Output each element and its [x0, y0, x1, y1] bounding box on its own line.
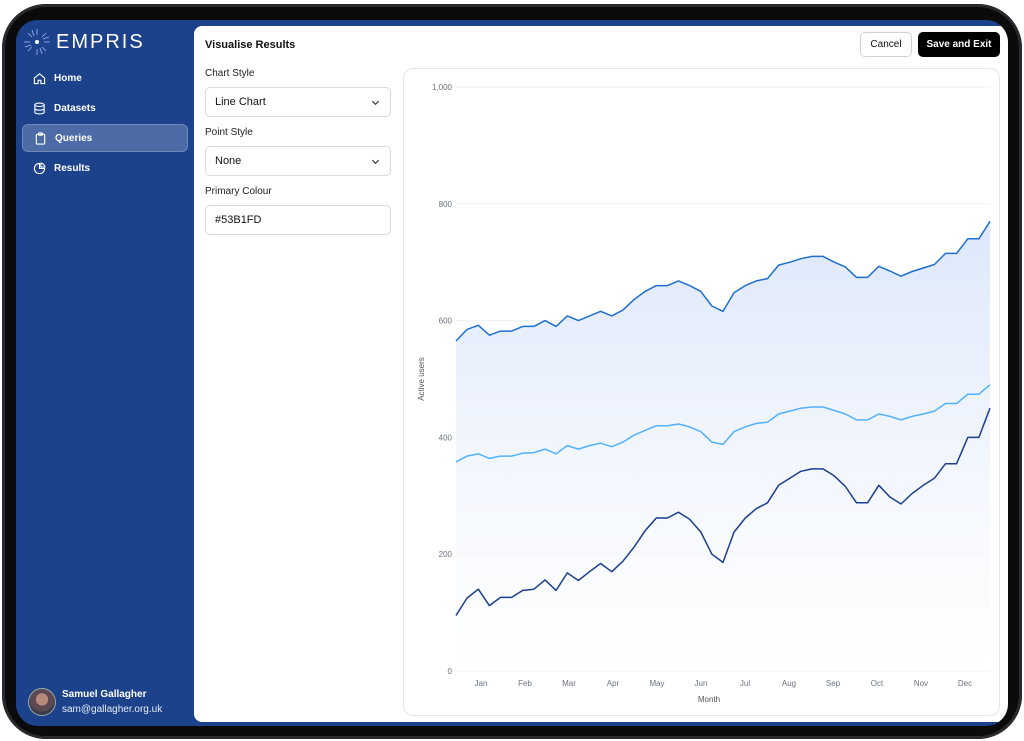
x-tick-label: Mar	[562, 679, 576, 688]
x-tick-label: Jan	[475, 679, 488, 688]
chart-style-value: Line Chart	[215, 96, 266, 108]
x-tick-label: Dec	[958, 679, 972, 688]
sidebar-item-label: Queries	[55, 132, 93, 144]
y-tick-label: 400	[439, 433, 453, 442]
sidebar-item-label: Results	[54, 162, 91, 174]
y-tick-label: 0	[448, 667, 453, 676]
brand-logo[interactable]: EMPRIS	[22, 26, 145, 58]
point-style-label: Point Style	[205, 127, 253, 138]
chart-style-label: Chart Style	[205, 68, 255, 79]
y-tick-label: 800	[439, 200, 453, 209]
avatar	[28, 688, 56, 716]
point-style-value: None	[215, 155, 242, 167]
chart-style-select[interactable]: Line Chart	[205, 87, 391, 117]
series-line-upper	[455, 220, 991, 342]
main-panel: Visualise Results Cancel Save and Exit C…	[194, 26, 1008, 722]
primary-colour-value: #53B1FD	[215, 214, 262, 226]
chart-settings-form: Chart Style Line Chart Point Style None …	[205, 68, 392, 245]
chart-card: 0 200 400 600 800 1,000 Jan Feb Mar Apr May Jun Jul A…	[403, 68, 1000, 716]
user-profile[interactable]: Samuel Gallagher sam@gallagher.org.uk	[28, 688, 162, 716]
app-screen: EMPRIS Home Datasets Queries Results	[16, 20, 1008, 726]
pie-chart-icon	[33, 161, 46, 174]
sidebar-item-home[interactable]: Home	[22, 64, 188, 92]
primary-colour-label: Primary Colour	[205, 186, 272, 197]
sidebar-item-label: Home	[54, 72, 82, 84]
starburst-logo-icon	[24, 29, 50, 55]
x-tick-label: Sep	[826, 679, 841, 688]
user-email: sam@gallagher.org.uk	[62, 704, 163, 715]
home-icon	[33, 72, 46, 84]
clipboard-icon	[35, 131, 46, 145]
line-chart: 0 200 400 600 800 1,000 Jan Feb Mar Apr May Jun Jul A…	[417, 83, 991, 704]
series-line-middle	[455, 384, 991, 463]
sidebar: EMPRIS Home Datasets Queries Results	[16, 20, 192, 726]
tablet-frame: EMPRIS Home Datasets Queries Results	[2, 4, 1022, 739]
y-tick-label: 1,000	[432, 83, 453, 92]
cancel-button[interactable]: Cancel	[860, 32, 912, 57]
x-tick-label: Nov	[914, 679, 928, 688]
x-tick-label: Jun	[695, 679, 708, 688]
x-axis-label: Month	[698, 695, 720, 704]
x-tick-label: Feb	[518, 679, 532, 688]
sidebar-nav: Home Datasets Queries Results	[22, 64, 188, 184]
page-title: Visualise Results	[205, 39, 296, 51]
chevron-down-icon	[371, 159, 380, 165]
user-name: Samuel Gallagher	[62, 689, 147, 700]
x-tick-label: Aug	[782, 679, 796, 688]
y-tick-label: 600	[439, 317, 453, 326]
x-tick-label: Apr	[607, 679, 620, 688]
y-axis-label: Active users	[417, 357, 426, 401]
y-tick-label: 200	[439, 550, 453, 559]
primary-colour-input[interactable]: #53B1FD	[205, 205, 391, 235]
save-and-exit-button[interactable]: Save and Exit	[918, 32, 1000, 57]
point-style-select[interactable]: None	[205, 146, 391, 176]
sidebar-item-queries[interactable]: Queries	[22, 124, 188, 152]
sidebar-item-results[interactable]: Results	[22, 154, 188, 182]
x-tick-label: Jul	[740, 679, 750, 688]
database-icon	[34, 102, 45, 114]
x-tick-label: Oct	[871, 679, 884, 688]
chart-area-fill	[456, 221, 990, 672]
series-line-lower	[455, 407, 991, 616]
tablet-bezel	[2, 4, 1022, 739]
sidebar-item-label: Datasets	[54, 102, 96, 114]
chevron-down-icon	[371, 100, 380, 106]
brand-name: EMPRIS	[56, 30, 145, 53]
sidebar-item-datasets[interactable]: Datasets	[22, 94, 188, 122]
x-tick-label: May	[649, 679, 664, 688]
